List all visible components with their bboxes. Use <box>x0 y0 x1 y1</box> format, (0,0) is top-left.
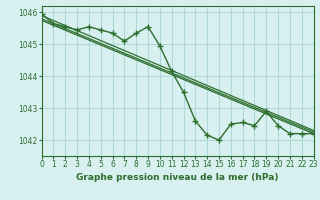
X-axis label: Graphe pression niveau de la mer (hPa): Graphe pression niveau de la mer (hPa) <box>76 173 279 182</box>
